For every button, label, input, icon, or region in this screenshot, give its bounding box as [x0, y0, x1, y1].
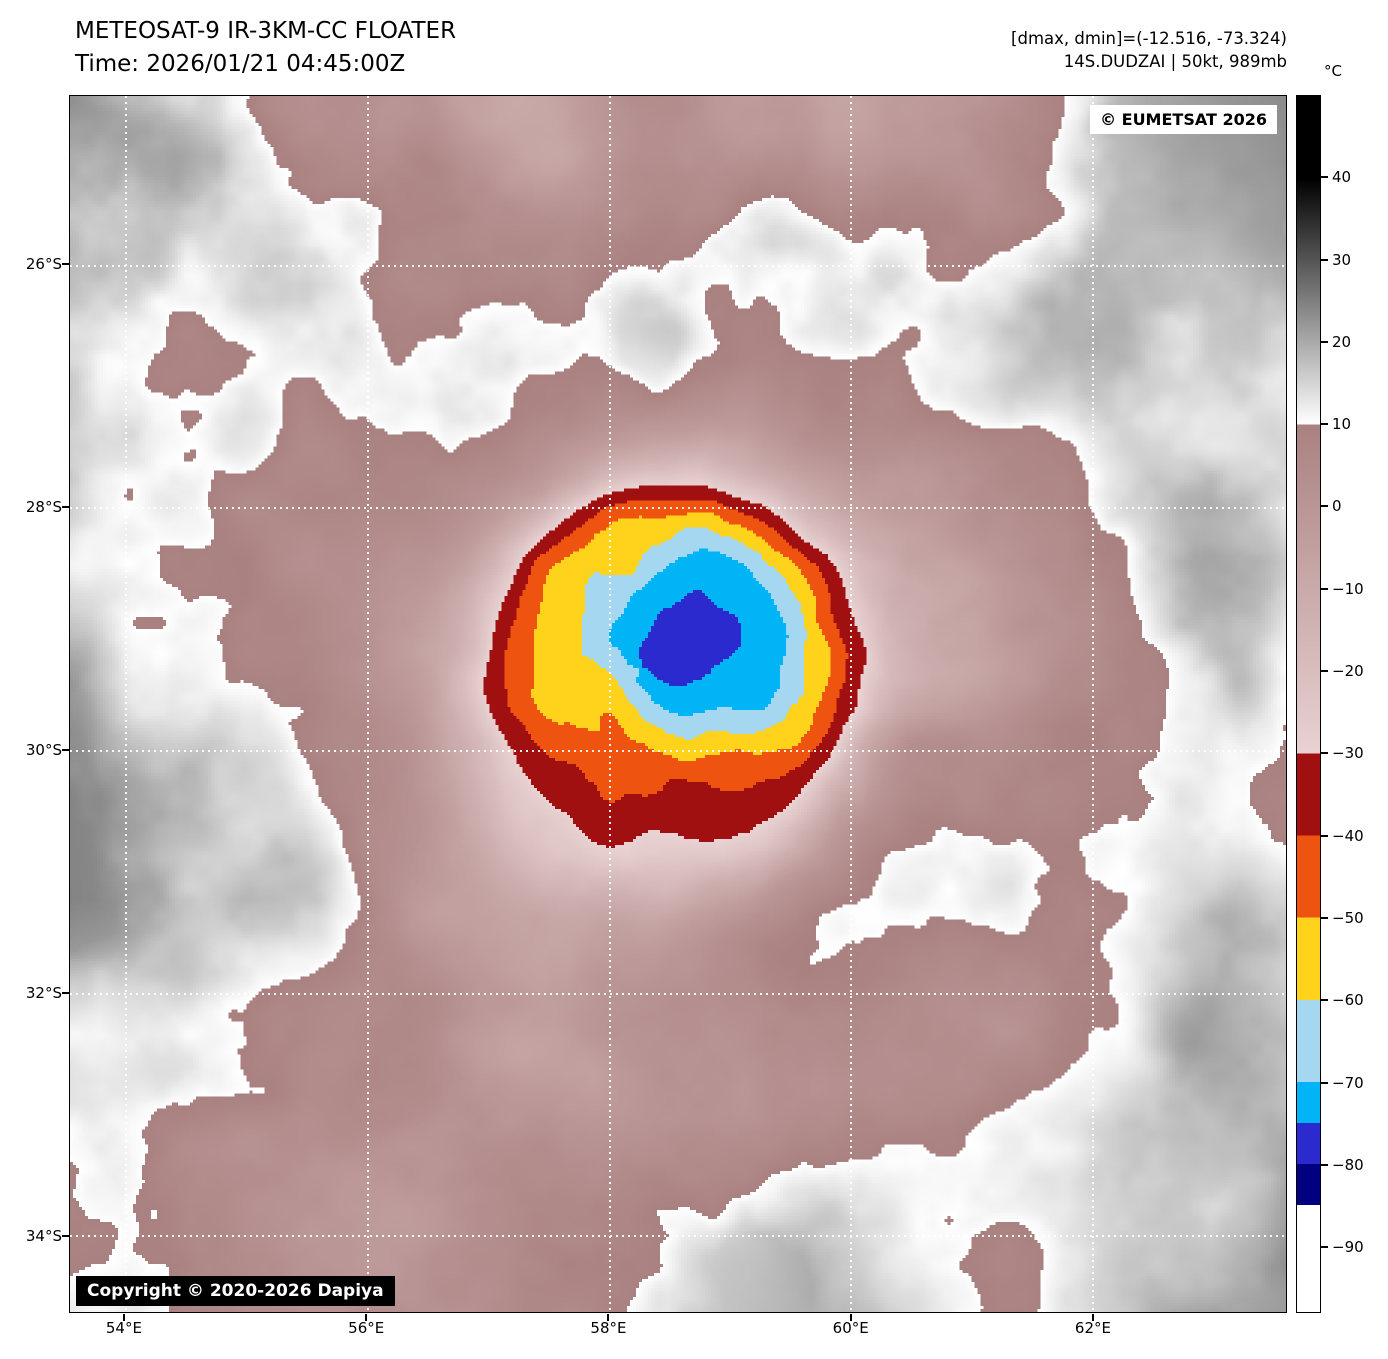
lon-tick-mark — [849, 1314, 852, 1321]
lon-tick-label: 58°E — [590, 1319, 627, 1337]
colorbar-tick-mark — [1321, 1246, 1328, 1249]
lon-tick-label: 54°E — [105, 1319, 142, 1337]
lon-tick-mark — [122, 1314, 125, 1321]
colorbar-tick-mark — [1321, 505, 1328, 508]
lon-tick-mark — [365, 1314, 368, 1321]
colorbar-tick-label: −90 — [1332, 1238, 1364, 1257]
colorbar-tick-mark — [1321, 916, 1328, 919]
satellite-image — [70, 96, 1286, 1312]
colorbar — [1296, 95, 1321, 1313]
lat-tick-label: 30°S — [25, 741, 62, 760]
colorbar-tick-label: −10 — [1332, 579, 1364, 598]
info-block: [dmax, dmin]=(-12.516, -73.324) 14S.DUDZ… — [1011, 27, 1287, 73]
colorbar-tick-mark — [1321, 176, 1328, 179]
colorbar-tick-label: −60 — [1332, 991, 1364, 1010]
colorbar-tick-mark — [1321, 752, 1328, 755]
colorbar-tick-mark — [1321, 834, 1328, 837]
lat-tick-mark — [62, 263, 69, 266]
colorbar-tick-label: 10 — [1332, 415, 1352, 434]
lat-tick-label: 28°S — [25, 498, 62, 517]
lon-tick-label: 60°E — [832, 1319, 869, 1337]
colorbar-tick-label: −20 — [1332, 662, 1364, 681]
satellite-map-frame: © EUMETSAT 2026 Copyright © 2020-2026 Da… — [69, 95, 1287, 1313]
lon-tick-mark — [1091, 1314, 1094, 1321]
lat-tick-label: 26°S — [25, 255, 62, 274]
page-title: METEOSAT-9 IR-3KM-CC FLOATER — [75, 18, 457, 44]
dmax-dmin-readout: [dmax, dmin]=(-12.516, -73.324) — [1011, 29, 1287, 48]
lon-tick-mark — [607, 1314, 610, 1321]
colorbar-tick-mark — [1321, 258, 1328, 261]
colorbar-tick-label: −50 — [1332, 908, 1364, 927]
storm-info: 14S.DUDZAI | 50kt, 989mb — [1063, 52, 1287, 71]
colorbar-tick-mark — [1321, 340, 1328, 343]
colorbar-tick-label: −70 — [1332, 1073, 1364, 1092]
lat-tick-label: 34°S — [25, 1227, 62, 1246]
colorbar-tick-label: −80 — [1332, 1155, 1364, 1174]
lat-tick-mark — [62, 506, 69, 509]
copyright-label: Copyright © 2020-2026 Dapiya — [76, 1276, 395, 1306]
lon-tick-label: 62°E — [1074, 1319, 1112, 1337]
lat-tick-label: 32°S — [25, 984, 62, 1003]
lat-tick-mark — [62, 1235, 69, 1238]
colorbar-tick-label: 40 — [1332, 168, 1352, 187]
colorbar-tick-label: 20 — [1332, 332, 1352, 351]
colorbar-tick-mark — [1321, 1163, 1328, 1166]
lat-tick-mark — [62, 992, 69, 995]
colorbar-unit: °C — [1324, 62, 1342, 80]
colorbar-tick-mark — [1321, 1081, 1328, 1084]
colorbar-tick-mark — [1321, 587, 1328, 590]
lon-tick-label: 56°E — [348, 1319, 385, 1337]
title-block: METEOSAT-9 IR-3KM-CC FLOATER Time: 2026/… — [75, 15, 456, 81]
timestamp: Time: 2026/01/21 04:45:00Z — [75, 51, 406, 77]
colorbar-tick-label: 0 — [1332, 497, 1342, 516]
colorbar-tick-mark — [1321, 999, 1328, 1002]
eumetsat-credit: © EUMETSAT 2026 — [1090, 105, 1277, 134]
colorbar-tick-label: 30 — [1332, 250, 1352, 269]
colorbar-tick-label: −30 — [1332, 744, 1364, 763]
colorbar-tick-mark — [1321, 670, 1328, 673]
lat-tick-mark — [62, 749, 69, 752]
colorbar-tick-mark — [1321, 423, 1328, 426]
colorbar-tick-label: −40 — [1332, 826, 1364, 845]
